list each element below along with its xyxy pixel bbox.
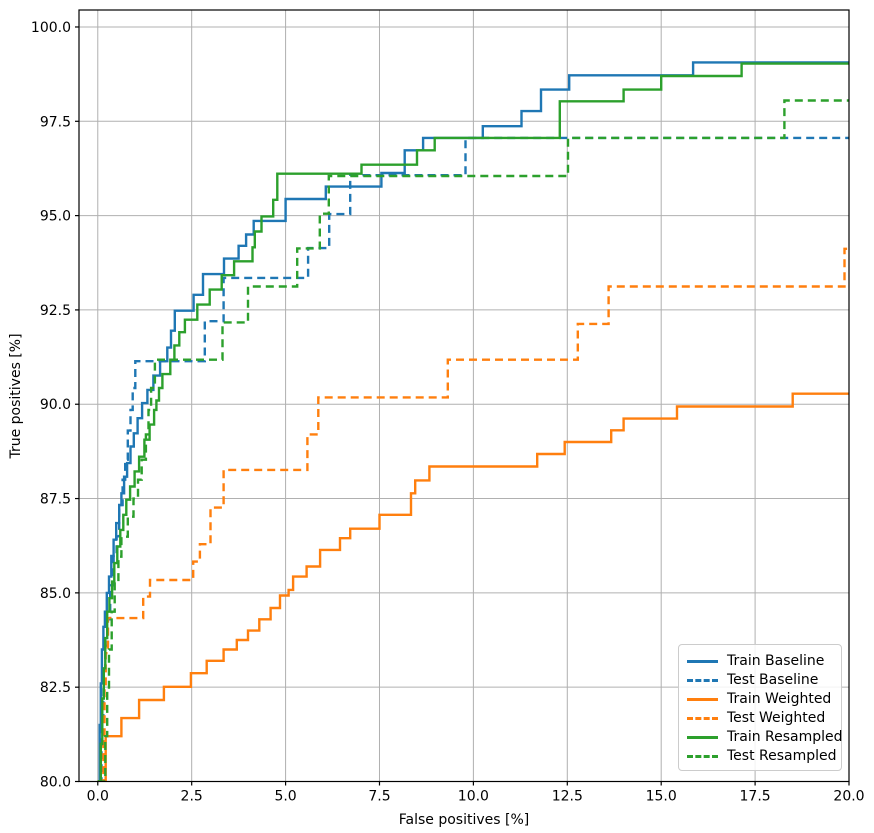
legend-label: Test Resampled	[727, 748, 837, 764]
curve-series-group	[97, 61, 849, 782]
y-tick-label: 82.5	[40, 680, 71, 696]
legend-line-sample-solid	[687, 660, 718, 663]
gridlines	[79, 10, 850, 782]
legend-label: Train Resampled	[727, 729, 843, 745]
x-tick-label: 10.0	[458, 789, 489, 805]
axis-ticks	[75, 26, 850, 786]
y-tick-label: 87.5	[40, 492, 71, 508]
x-tick-label: 5.0	[274, 789, 296, 805]
y-tick-label: 85.0	[40, 586, 71, 602]
x-tick-label: 7.5	[368, 789, 390, 805]
x-tick-label: 0.0	[87, 789, 109, 805]
y-tick-label: 100.0	[31, 20, 71, 36]
legend-entry: Train Weighted	[687, 690, 833, 709]
legend-label: Train Baseline	[727, 653, 825, 669]
y-axis-label: True positives [%]	[8, 333, 24, 459]
series-test-resampled	[97, 99, 849, 782]
plot-spines	[78, 9, 850, 783]
y-tick-label: 92.5	[40, 303, 71, 319]
y-tick-label: 95.0	[40, 209, 71, 225]
legend-label: Test Baseline	[727, 672, 819, 688]
legend-entry: Train Resampled	[687, 728, 843, 747]
legend-line-sample-dashed	[687, 717, 718, 720]
x-tick-label: 2.5	[181, 789, 203, 805]
x-tick-label: 17.5	[740, 789, 771, 805]
x-tick-label: 20.0	[833, 789, 864, 805]
legend-line-sample-solid	[687, 736, 718, 739]
x-tick-label: 15.0	[646, 789, 677, 805]
axis-tick-labels: 0.0 2.5 5.0 7.5 10.0 12.5 15.0 17.5 20.0 80.0 82.5…	[31, 20, 865, 805]
legend-entry: Test Weighted	[687, 709, 833, 728]
legend-entry: Test Baseline	[687, 671, 833, 690]
y-tick-label: 80.0	[40, 775, 71, 791]
y-tick-label: 90.0	[40, 397, 71, 413]
x-tick-label: 12.5	[552, 789, 583, 805]
series-test-weighted	[97, 247, 849, 782]
legend-entry: Test Resampled	[687, 747, 837, 766]
legend-label: Train Weighted	[727, 691, 832, 707]
legend-entry: Train Baseline	[687, 652, 833, 671]
series-train-resampled	[97, 62, 849, 782]
y-tick-label: 97.5	[40, 114, 71, 130]
legend-line-sample-dashed	[687, 755, 718, 758]
legend-line-sample-solid	[687, 698, 718, 701]
plot-border	[78, 9, 850, 783]
x-axis-label: False positives [%]	[399, 812, 529, 828]
legend-label: Test Weighted	[727, 710, 826, 726]
series-train-weighted	[97, 392, 849, 782]
legend-box: Train Baseline Test Baseline Train Weighte…	[678, 644, 843, 771]
legend-line-sample-dashed	[687, 679, 718, 682]
